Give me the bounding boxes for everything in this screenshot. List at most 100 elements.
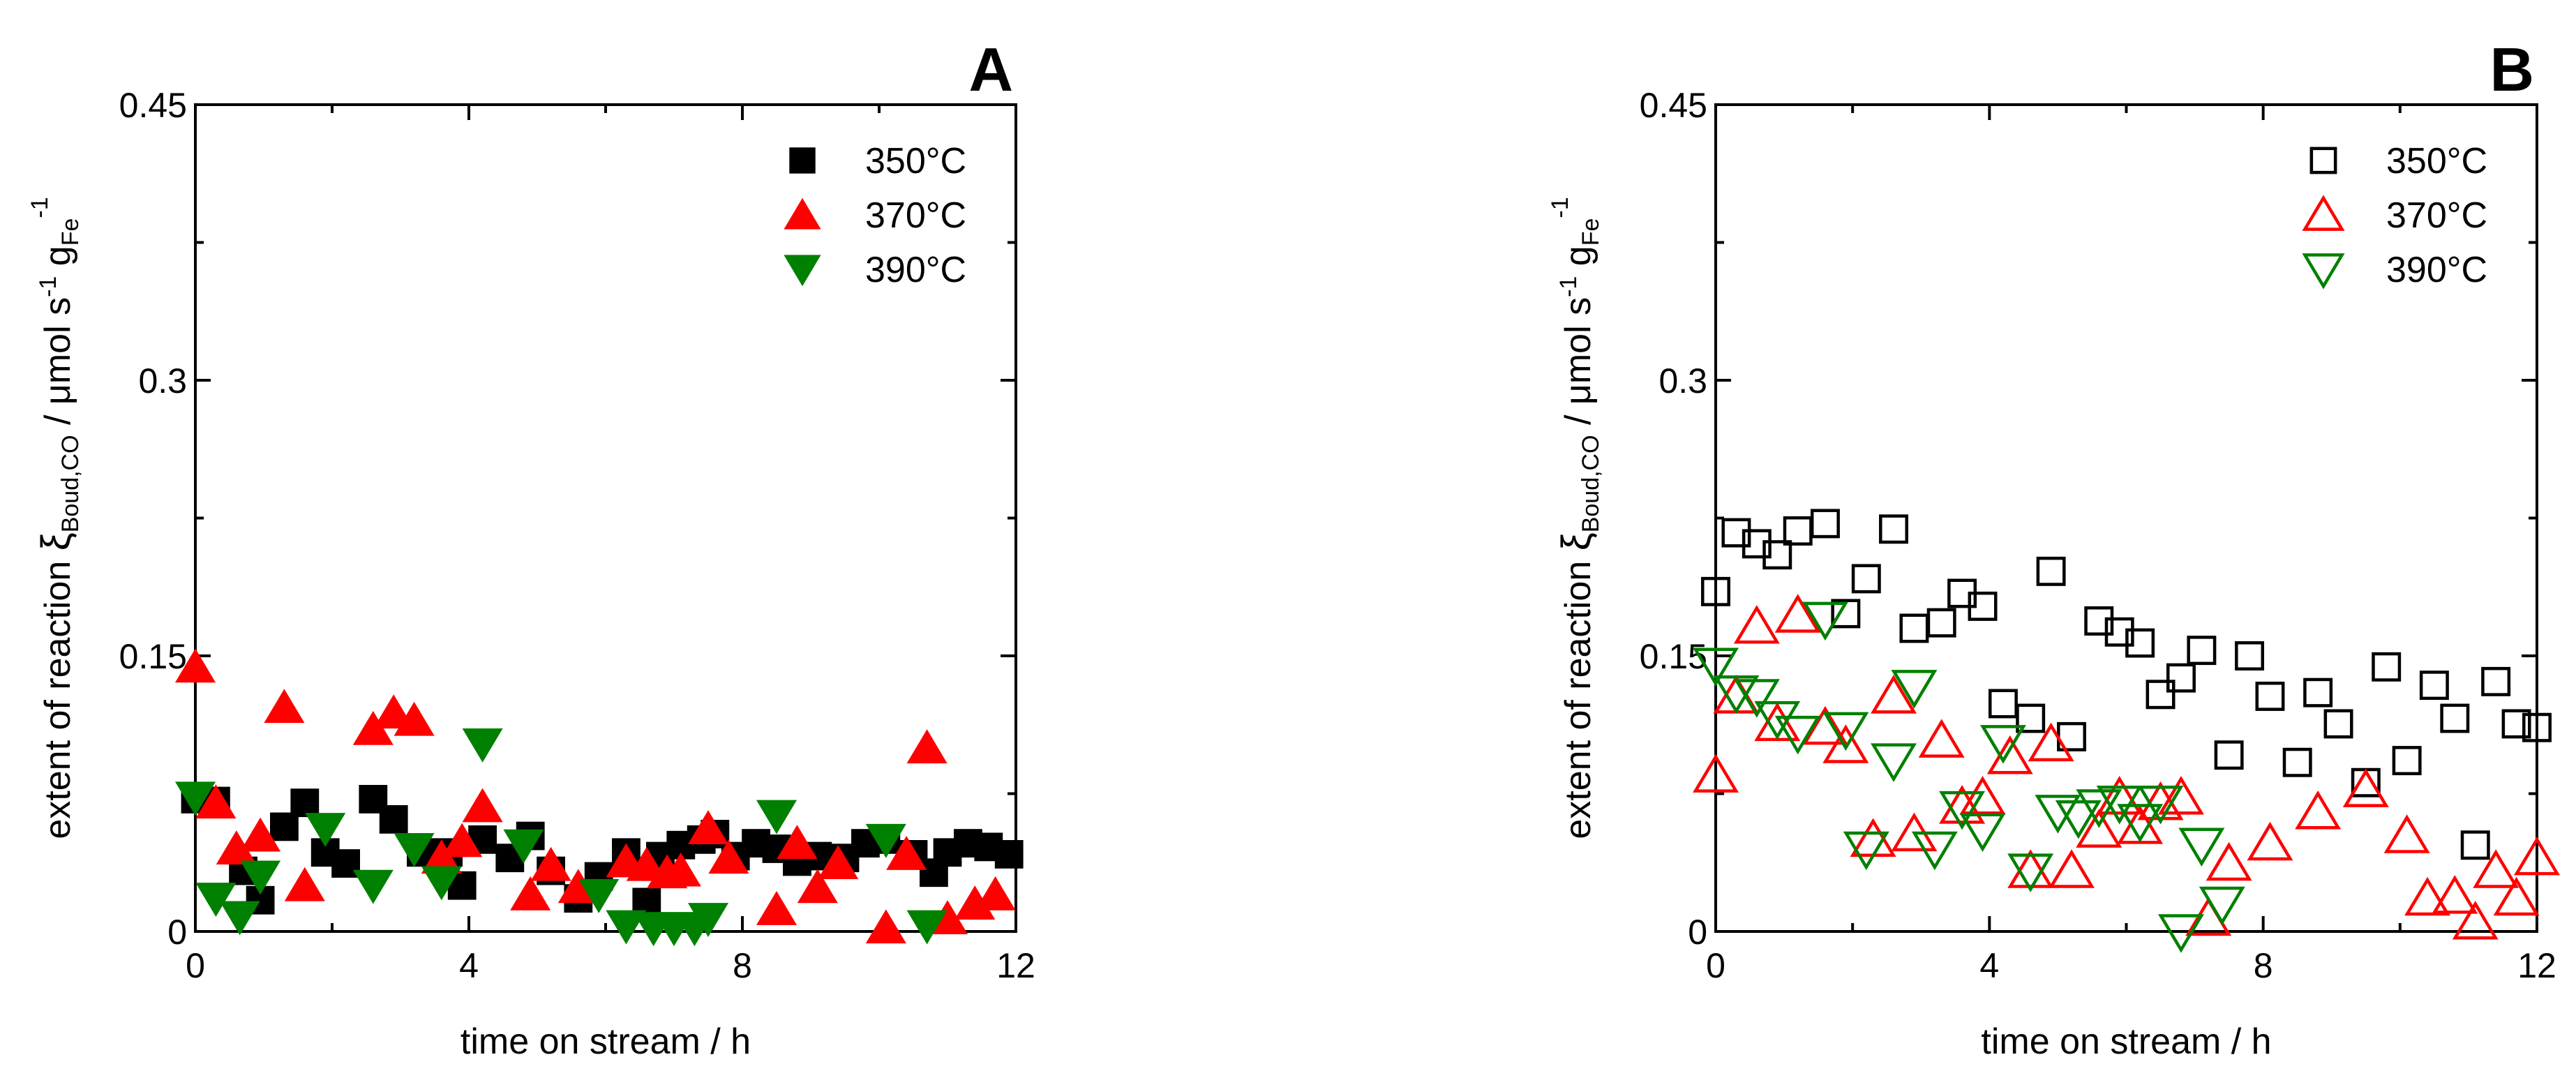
- data-point-370c: [352, 710, 394, 745]
- data-point-370c: [2096, 775, 2143, 815]
- y-tick-label: 0.45: [119, 86, 187, 125]
- data-point-370c: [906, 729, 948, 764]
- y-tick-label: 0: [1688, 913, 1707, 952]
- y-axis-label: extent of reaction ξBoud,CO / μmol s-1 g…: [27, 197, 84, 839]
- data-point-350c: [2016, 703, 2046, 733]
- data-point-370c: [510, 876, 551, 911]
- data-point-370c: [975, 876, 1016, 911]
- data-point-370c: [2342, 768, 2389, 807]
- data-point-390c: [2007, 853, 2054, 892]
- data-point-370c: [240, 817, 281, 852]
- data-point-370c: [2493, 876, 2540, 916]
- data-point-390c: [2199, 886, 2245, 926]
- data-point-350c: [2481, 666, 2511, 696]
- data-point-370c: [797, 869, 838, 904]
- x-tick-label: 12: [996, 946, 1035, 985]
- data-point-390c: [606, 910, 647, 945]
- data-point-350c: [1783, 516, 1813, 546]
- data-point-370c: [394, 701, 435, 736]
- data-point-370c: [1850, 818, 1896, 857]
- x-tick-label: 0: [1706, 946, 1725, 985]
- legend-label-350c: 350°C: [2386, 141, 2487, 181]
- legend-marker-350c: [2309, 147, 2337, 174]
- data-point-370c: [462, 788, 503, 823]
- data-point-390c: [2076, 789, 2122, 828]
- data-point-370c: [1871, 675, 1917, 714]
- x-axis-label: time on stream / h: [460, 1021, 751, 1062]
- data-point-370c: [2247, 821, 2293, 861]
- data-point-370c: [264, 689, 305, 724]
- data-point-350c: [2084, 606, 2114, 636]
- legend-label-390c: 390°C: [2386, 250, 2487, 290]
- data-point-370c: [1693, 754, 1739, 793]
- data-point-390c: [1891, 670, 1938, 709]
- x-tick-label: 8: [733, 946, 752, 985]
- data-point-370c: [1959, 775, 2006, 815]
- data-point-390c: [2117, 804, 2164, 843]
- data-point-370c: [687, 810, 729, 844]
- legend-label-350c: 350°C: [865, 141, 966, 181]
- data-point-370c: [2432, 875, 2478, 914]
- data-point-350c: [2460, 830, 2490, 860]
- data-point-350c: [1968, 591, 1998, 621]
- data-point-390c: [503, 829, 544, 864]
- data-point-350c: [1879, 514, 1908, 544]
- data-point-350c: [2036, 556, 2066, 586]
- data-point-370c: [2028, 722, 2074, 762]
- data-point-370c: [2206, 841, 2252, 881]
- x-tick-label: 12: [2517, 946, 2556, 985]
- data-point-370c: [1939, 785, 1986, 824]
- data-point-350c: [2303, 677, 2333, 707]
- data-point-390c: [1733, 679, 1780, 718]
- data-point-390c: [219, 901, 260, 936]
- data-point-350c: [2255, 681, 2285, 711]
- x-axis-label: time on stream / h: [1981, 1021, 2271, 1062]
- panel-label: A: [968, 35, 1013, 104]
- data-point-350c: [270, 812, 299, 841]
- data-point-350c: [2166, 663, 2196, 693]
- data-point-350c: [2146, 680, 2176, 710]
- y-tick-label: 0.3: [1658, 361, 1707, 400]
- data-point-350c: [2104, 617, 2134, 647]
- y-tick-label: 0: [167, 913, 187, 952]
- data-point-370c: [865, 909, 906, 944]
- y-tick-label: 0.15: [119, 637, 187, 676]
- legend-marker-370c: [784, 197, 821, 230]
- data-point-390c: [756, 800, 797, 834]
- data-point-370c: [886, 836, 927, 870]
- y-axis-label: extent of reaction ξBoud,CO / μmol s-1 g…: [1547, 197, 1604, 839]
- data-point-390c: [1693, 647, 1739, 687]
- data-point-370c: [818, 845, 859, 880]
- data-point-370c: [756, 891, 797, 925]
- data-point-390c: [2137, 785, 2184, 825]
- data-point-350c: [2440, 703, 2470, 733]
- data-point-350c: [1701, 576, 1730, 606]
- data-point-370c: [421, 839, 462, 874]
- x-tick-label: 8: [2254, 946, 2273, 985]
- data-point-350c: [2372, 652, 2402, 682]
- data-point-390c: [1754, 701, 1801, 740]
- data-point-390c: [1822, 712, 1869, 751]
- data-point-370c: [954, 885, 996, 920]
- data-point-390c: [906, 910, 948, 945]
- data-point-390c: [1959, 813, 2006, 852]
- data-point-350c: [2235, 641, 2265, 671]
- legend-marker-350c: [789, 147, 816, 174]
- data-point-390c: [240, 860, 281, 895]
- data-point-370c: [2076, 809, 2122, 848]
- data-point-370c: [2404, 876, 2451, 916]
- data-point-390c: [2055, 800, 2102, 839]
- legend-label-370c: 370°C: [865, 195, 966, 236]
- data-point-390c: [195, 883, 237, 917]
- data-point-370c: [284, 867, 325, 901]
- data-point-390c: [1802, 601, 1848, 641]
- legend-marker-370c: [2302, 195, 2345, 231]
- data-point-350c: [1899, 613, 1929, 643]
- series-350c: [1701, 509, 2552, 860]
- y-tick-label: 0.3: [138, 361, 187, 400]
- series-390c: [1693, 601, 2245, 953]
- data-point-350c: [1988, 689, 2018, 719]
- data-point-390c: [394, 833, 435, 867]
